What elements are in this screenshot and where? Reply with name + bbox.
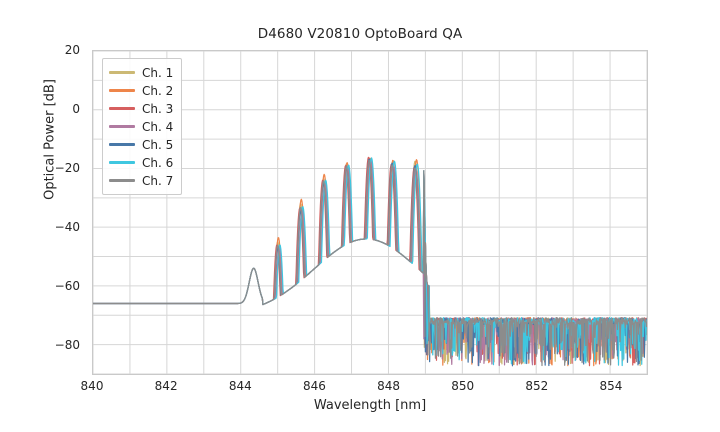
x-tick-label: 848 bbox=[377, 379, 400, 393]
legend-item-6[interactable]: Ch. 6 bbox=[109, 154, 173, 171]
legend-item-1[interactable]: Ch. 1 bbox=[109, 64, 173, 81]
legend-swatch-icon bbox=[109, 125, 135, 128]
y-tick-label: −60 bbox=[54, 279, 80, 294]
x-tick-label: 852 bbox=[525, 379, 549, 393]
legend-item-3[interactable]: Ch. 3 bbox=[109, 100, 173, 117]
x-tick-label: 840 bbox=[80, 379, 104, 393]
legend-item-label: Ch. 6 bbox=[142, 155, 174, 170]
legend-item-label: Ch. 4 bbox=[142, 119, 174, 134]
spectrum-traces bbox=[93, 156, 647, 367]
legend: Ch. 1 Ch. 2 Ch. 3 Ch. 4 Ch. 5 Ch. 6 Ch. 7 bbox=[102, 58, 183, 195]
legend-item-4[interactable]: Ch. 4 bbox=[109, 118, 173, 135]
legend-item-7[interactable]: Ch. 7 bbox=[109, 172, 173, 189]
x-axis-label: Wavelength [nm] bbox=[313, 398, 427, 413]
x-tick-label: 850 bbox=[451, 379, 475, 393]
legend-item-label: Ch. 5 bbox=[142, 137, 174, 152]
x-tick-label: 844 bbox=[228, 379, 252, 393]
legend-item-label: Ch. 1 bbox=[142, 65, 174, 80]
plot-area bbox=[92, 50, 648, 375]
legend-item-label: Ch. 7 bbox=[142, 173, 174, 188]
y-tick-label: 20 bbox=[64, 43, 80, 57]
x-tick-label: 842 bbox=[154, 379, 178, 393]
legend-item-5[interactable]: Ch. 5 bbox=[109, 136, 173, 153]
legend-swatch-icon bbox=[109, 143, 135, 146]
x-tick-label: 846 bbox=[302, 379, 326, 393]
legend-item-label: Ch. 2 bbox=[142, 83, 174, 98]
legend-swatch-icon bbox=[109, 71, 135, 74]
legend-swatch-icon bbox=[109, 107, 135, 110]
legend-swatch-icon bbox=[109, 89, 135, 92]
legend-item-label: Ch. 3 bbox=[142, 101, 174, 116]
chart-title: D4680 V20810 OptoBoard QA bbox=[257, 26, 463, 42]
y-tick-label: −40 bbox=[54, 220, 80, 235]
y-tick-label: −20 bbox=[54, 161, 80, 176]
legend-swatch-icon bbox=[109, 161, 135, 164]
legend-swatch-icon bbox=[109, 179, 135, 182]
y-tick-label: −80 bbox=[54, 338, 80, 353]
trace-ch-7 bbox=[93, 159, 647, 367]
x-tick-label: 854 bbox=[599, 379, 623, 393]
legend-item-2[interactable]: Ch. 2 bbox=[109, 82, 173, 99]
y-tick-label: 0 bbox=[72, 102, 80, 117]
